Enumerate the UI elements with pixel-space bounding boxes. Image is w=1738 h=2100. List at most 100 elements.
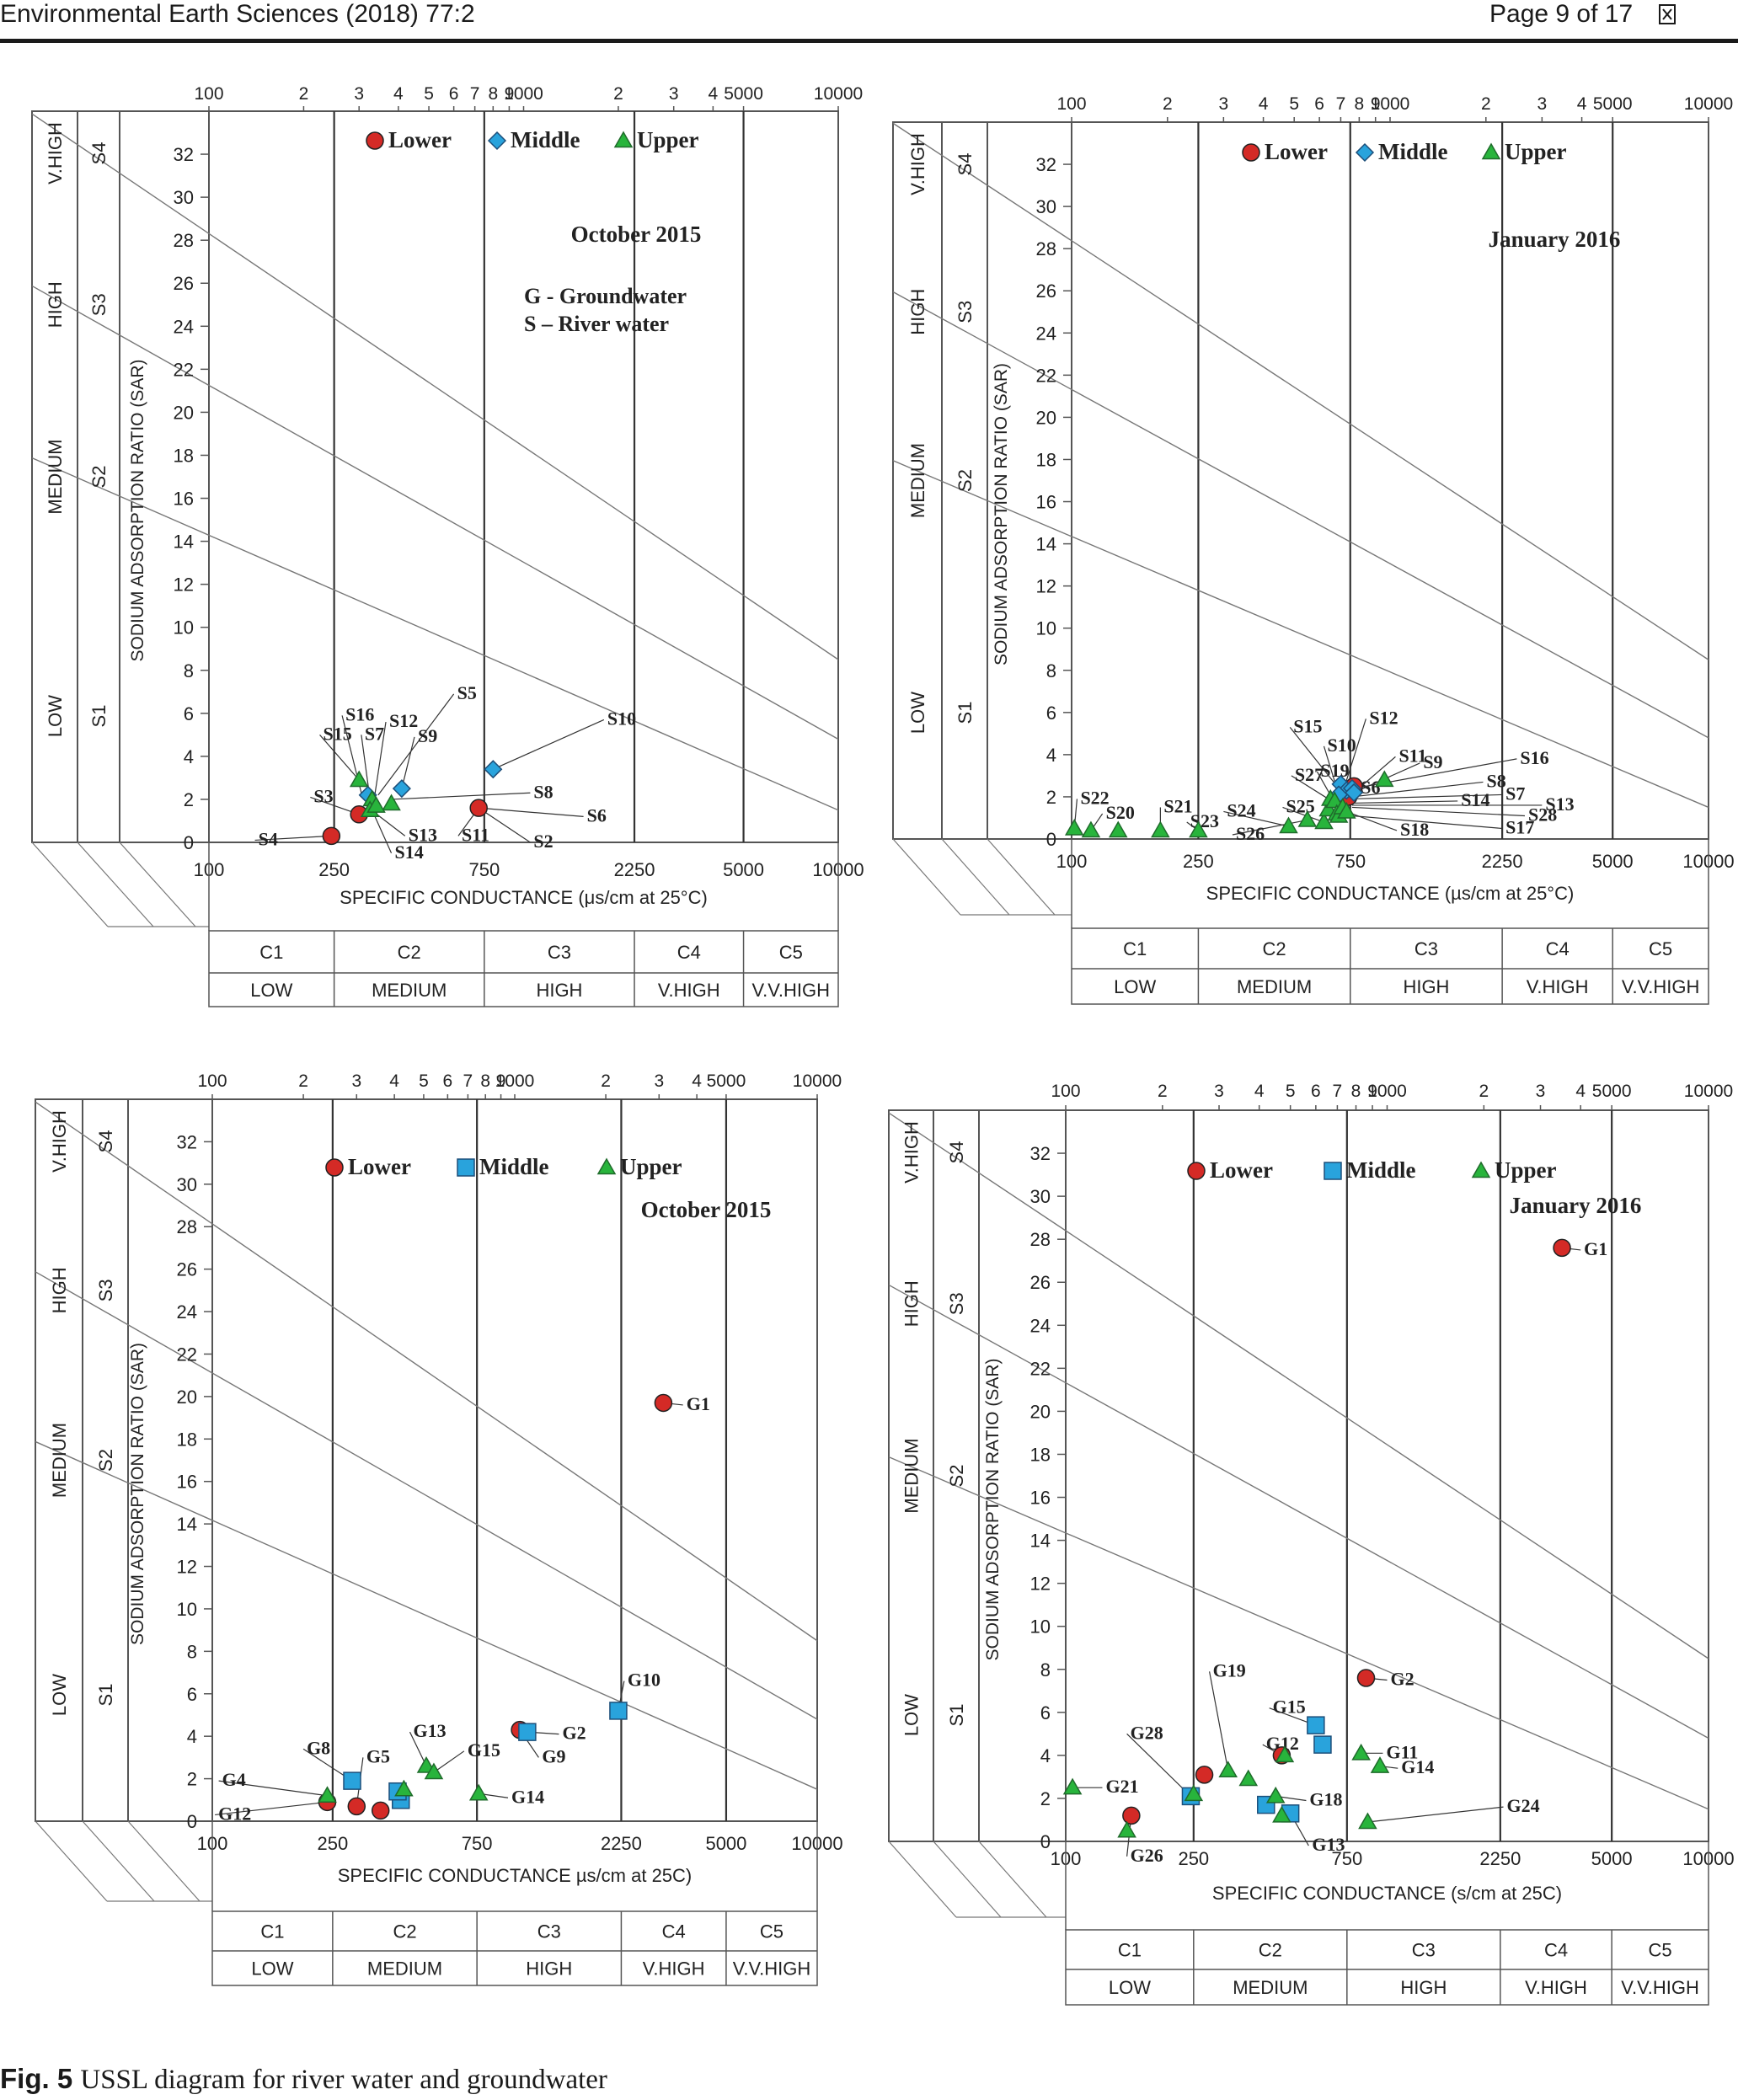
hazard-label: V.HIGH — [45, 122, 66, 184]
top-tick-label: 5 — [1286, 1082, 1296, 1101]
legend-marker — [457, 1158, 475, 1177]
c-class-label: V.V.HIGH — [1621, 1977, 1699, 1998]
perspective-line — [987, 838, 1056, 916]
page-number: Page 9 of 17 — [1489, 0, 1634, 28]
annotation-leader — [1282, 806, 1324, 823]
sar-tick-label: 2 — [1046, 787, 1056, 808]
perspective-line — [933, 1841, 1002, 1918]
c-class-label: HIGH — [1403, 976, 1449, 997]
annotation-leader — [218, 1780, 328, 1797]
c-class-label: V.V.HIGH — [733, 1958, 811, 1980]
top-tick-label: 2 — [299, 84, 309, 104]
c-class-code: C4 — [1546, 938, 1570, 959]
c-class-label: HIGH — [1400, 1977, 1447, 1998]
annotation-label: S15 — [324, 723, 352, 744]
sar-boundary-line — [888, 1284, 1709, 1739]
annotation-label: S13 — [409, 824, 437, 845]
c-class-code: C4 — [662, 1921, 686, 1942]
perspective-line — [941, 838, 1010, 916]
top-tick-label: 3 — [1219, 94, 1229, 114]
sar-tick-label: 14 — [177, 1514, 197, 1535]
annotation-leader — [401, 736, 415, 789]
data-point-lower — [1122, 1806, 1141, 1825]
perspective-line — [82, 1820, 155, 1902]
annotation-leader — [1351, 806, 1526, 817]
top-tick-label: 2 — [601, 1071, 611, 1091]
top-tick-label: 8 — [1355, 94, 1365, 114]
c-class-label: HIGH — [526, 1958, 572, 1980]
sar-tick-label: 0 — [187, 1811, 197, 1832]
annotation-label: G8 — [307, 1737, 330, 1758]
annotation-label: S22 — [1080, 787, 1109, 808]
sar-tick-label: 6 — [1040, 1702, 1051, 1723]
chart-note: S – River water — [524, 312, 669, 336]
perspective-line — [127, 1820, 201, 1902]
top-tick-label: 9 — [505, 84, 515, 104]
legend-label: Lower — [388, 127, 452, 152]
top-tick-label: 1000 — [1371, 94, 1410, 114]
data-point-upper — [1351, 1743, 1371, 1761]
c-class-code: C2 — [398, 942, 421, 963]
data-point-middle — [392, 779, 411, 799]
annotation-label: G15 — [1273, 1697, 1306, 1718]
s-class-label: S2 — [95, 1449, 116, 1472]
sar-tick-label: 18 — [1030, 1444, 1051, 1465]
c-class-label: MEDIUM — [367, 1958, 442, 1980]
top-tick-label: 1000 — [495, 1071, 535, 1091]
sar-boundary-line — [892, 460, 1709, 809]
top-tick-label: 7 — [470, 84, 480, 104]
top-tick-label: 4 — [1259, 94, 1269, 114]
data-point-upper — [1062, 1777, 1083, 1795]
top-tick-label: 3 — [1536, 1082, 1546, 1101]
legend-marker — [325, 1158, 344, 1177]
legend-label: Middle — [479, 1154, 549, 1179]
hazard-label: MEDIUM — [45, 439, 66, 514]
annotation-leader — [1351, 815, 1503, 830]
top-tick-label: 3 — [354, 84, 364, 104]
sar-tick-label: 12 — [1036, 576, 1056, 597]
data-point-lower — [1356, 1669, 1376, 1687]
data-point-upper — [1275, 1745, 1295, 1763]
top-tick-label: 7 — [1333, 1082, 1343, 1101]
annotation-label: S6 — [587, 804, 607, 826]
top-tick-label: 3 — [351, 1071, 361, 1091]
data-point-upper — [1151, 820, 1170, 838]
annotation-leader — [254, 835, 332, 842]
top-tick-label: 5 — [1289, 94, 1299, 114]
annotation-label: S12 — [389, 710, 418, 731]
sar-boundary-line — [888, 1112, 1709, 1659]
top-tick-label: 9 — [496, 1071, 506, 1091]
annotation-label: G14 — [511, 1786, 544, 1807]
top-tick-label: 4 — [393, 84, 404, 104]
annotation-leader — [1351, 794, 1503, 800]
sar-boundary-line — [31, 285, 839, 740]
top-tick-label: 4 — [1575, 1082, 1586, 1101]
sar-tick-label: 14 — [174, 532, 194, 553]
top-tick-label: 2 — [1158, 1082, 1168, 1101]
legend-label: Middle — [511, 127, 580, 152]
c-class-table — [211, 1910, 818, 1986]
perspective-line — [77, 842, 154, 927]
annotation-leader — [1223, 810, 1289, 827]
annotation-label: S10 — [607, 708, 636, 729]
annotation-label: G12 — [218, 1803, 251, 1824]
top-tick-label: 3 — [654, 1071, 664, 1091]
s-class-label: S3 — [88, 293, 110, 316]
data-point-lower — [322, 826, 341, 846]
sar-tick-label: 30 — [174, 187, 194, 208]
s-class-label: S1 — [88, 705, 110, 728]
data-point-upper — [1265, 1786, 1286, 1803]
sar-tick-label: 6 — [184, 703, 194, 724]
x-axis-label: SPECIFIC CONDUCTANCE (s/cm at 25C) — [1212, 1883, 1562, 1904]
top-tick-label: 1000 — [1367, 1082, 1407, 1101]
c-class-label: V.V.HIGH — [752, 980, 831, 1001]
bottom-tick-label: 750 — [1331, 1848, 1362, 1869]
c-class-table — [1065, 1929, 1709, 2006]
annotation-leader — [373, 721, 387, 800]
sar-tick-label: 32 — [174, 144, 194, 165]
sar-boundary-line — [31, 457, 839, 811]
perspective-line — [978, 1841, 1047, 1918]
s-class-label: S4 — [95, 1130, 116, 1153]
top-tick-label: 8 — [488, 84, 498, 104]
annotation-label: S9 — [418, 725, 437, 746]
